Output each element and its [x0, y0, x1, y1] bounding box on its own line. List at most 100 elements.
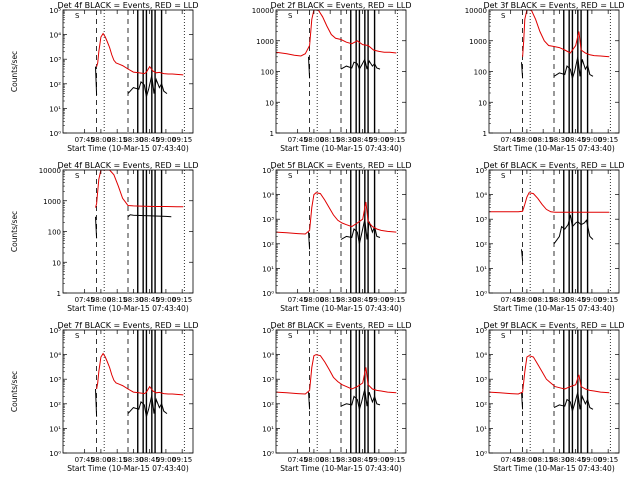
shown-label: S: [288, 12, 293, 20]
shown-label: S: [501, 12, 506, 20]
shown-label: S: [288, 172, 293, 180]
y-tick-label: 10¹: [262, 425, 274, 433]
events-series-line: [308, 232, 311, 250]
events-series-line: [553, 214, 594, 245]
x-axis-label: Start Time (10-Mar-15 07:43:40): [67, 464, 189, 473]
chart-title: Det 9f BLACK = Events, RED = LLD: [483, 321, 624, 330]
x-tick-label: 08:30: [549, 296, 569, 304]
events-series-line: [521, 249, 524, 262]
chart-title: Det 8f BLACK = Events, RED = LLD: [270, 321, 411, 330]
y-tick-label: 10⁴: [262, 352, 274, 360]
y-tick-label: 10⁰: [49, 450, 61, 458]
y-tick-label: 100: [474, 69, 487, 77]
plot-area: S: [276, 10, 398, 133]
events-series-line: [521, 392, 524, 410]
x-tick-label: 08:00: [91, 456, 111, 464]
x-tick-label: 08:45: [566, 296, 586, 304]
x-tick-label: 07:45: [75, 136, 95, 144]
plot-frame: [275, 329, 407, 454]
y-tick-label: 10²: [49, 401, 61, 409]
x-tick-label: 08:30: [123, 456, 143, 464]
x-tick-label: 08:00: [517, 456, 537, 464]
lld-series-line: [96, 352, 184, 396]
lld-series-line: [489, 192, 610, 213]
lld-series-line: [522, 10, 610, 58]
x-tick-label: 08:15: [107, 136, 127, 144]
x-tick-label: 09:00: [369, 296, 389, 304]
y-axis-label: Counts/sec: [10, 211, 19, 252]
plot-frame: [488, 169, 620, 294]
x-tick-label: 09:15: [598, 296, 618, 304]
chart-panel-7: Det 7f BLACK = Events, RED = LLD S 10⁰ 10¹ 1…: [10, 321, 199, 473]
x-tick-label: 09:00: [156, 296, 176, 304]
plot-area: S: [276, 330, 398, 453]
y-tick-label: 10⁵: [49, 7, 61, 15]
chart-title: Det 7f BLACK = Events, RED = LLD: [57, 321, 198, 330]
y-tick-label: 10: [265, 99, 274, 107]
y-axis-label: Counts/sec: [10, 371, 19, 412]
x-tick-label: 09:15: [385, 456, 405, 464]
x-axis-label: Start Time (10-Mar-15 07:43:40): [67, 144, 189, 153]
plot-area: S: [276, 170, 398, 293]
events-series-line: [95, 388, 98, 417]
y-tick-label: 1000: [469, 38, 487, 46]
y-tick-label: 10: [478, 99, 487, 107]
x-tick-label: 09:15: [598, 456, 618, 464]
events-series-line: [95, 216, 98, 239]
y-tick-label: 10000: [252, 7, 274, 15]
x-tick-label: 08:15: [533, 296, 553, 304]
x-tick-label: 08:15: [320, 296, 340, 304]
chart-panel-4: Det 4f BLACK = Events, RED = LLD S 1 10 100 1…: [10, 161, 199, 313]
y-tick-label: 100: [48, 229, 61, 237]
y-tick-label: 10⁰: [475, 450, 487, 458]
events-series-line: [127, 75, 168, 97]
x-tick-label: 08:45: [566, 456, 586, 464]
y-tick-label: 10⁰: [262, 450, 274, 458]
events-series-line: [95, 66, 98, 96]
events-series-line: [127, 214, 172, 218]
x-tick-label: 08:45: [140, 296, 160, 304]
x-tick-label: 09:15: [172, 136, 192, 144]
y-tick-label: 10⁴: [49, 352, 61, 360]
chart-panel-1: Det 4f BLACK = Events, RED = LLD S 10⁰ 10¹ 1…: [10, 1, 199, 153]
x-tick-label: 08:00: [517, 136, 537, 144]
x-tick-label: 08:00: [517, 296, 537, 304]
x-tick-label: 09:00: [156, 456, 176, 464]
x-tick-label: 08:00: [91, 136, 111, 144]
x-tick-label: 07:45: [75, 296, 95, 304]
events-series-line: [127, 395, 168, 417]
x-tick-label: 08:15: [107, 296, 127, 304]
x-tick-label: 08:00: [304, 456, 324, 464]
plot-frame: [62, 329, 194, 454]
plot-area: S: [489, 170, 611, 293]
x-tick-label: 08:30: [549, 136, 569, 144]
x-axis-label: Start Time (10-Mar-15 07:43:40): [493, 144, 615, 153]
lld-series-line: [489, 355, 610, 395]
plot-area: S: [75, 170, 185, 293]
plot-frame: [488, 329, 620, 454]
x-tick-label: 08:45: [353, 136, 373, 144]
x-axis-label: Start Time (10-Mar-15 07:43:40): [493, 304, 615, 313]
lld-series-line: [276, 192, 397, 235]
chart-title: Det 5f BLACK = Events, RED = LLD: [270, 161, 411, 170]
y-tick-label: 10⁵: [262, 167, 274, 175]
x-tick-label: 07:45: [75, 456, 95, 464]
plot-area: S: [75, 10, 185, 133]
shown-label: S: [75, 12, 80, 20]
x-tick-label: 08:15: [320, 456, 340, 464]
x-tick-label: 08:15: [320, 136, 340, 144]
events-series-line: [308, 392, 311, 410]
shown-label: S: [501, 332, 506, 340]
lld-series-line: [96, 32, 184, 76]
shown-label: S: [75, 172, 80, 180]
y-axis-label: Counts/sec: [10, 51, 19, 92]
shown-label: S: [288, 332, 293, 340]
x-tick-label: 09:15: [172, 456, 192, 464]
chart-title: Det 3f BLACK = Events, RED = LLD: [483, 1, 624, 10]
y-tick-label: 1: [483, 130, 487, 138]
y-tick-label: 1: [270, 130, 274, 138]
events-series-line: [340, 57, 381, 71]
plot-area: S: [489, 330, 611, 453]
y-tick-label: 10³: [262, 216, 274, 224]
x-tick-label: 07:45: [288, 296, 308, 304]
